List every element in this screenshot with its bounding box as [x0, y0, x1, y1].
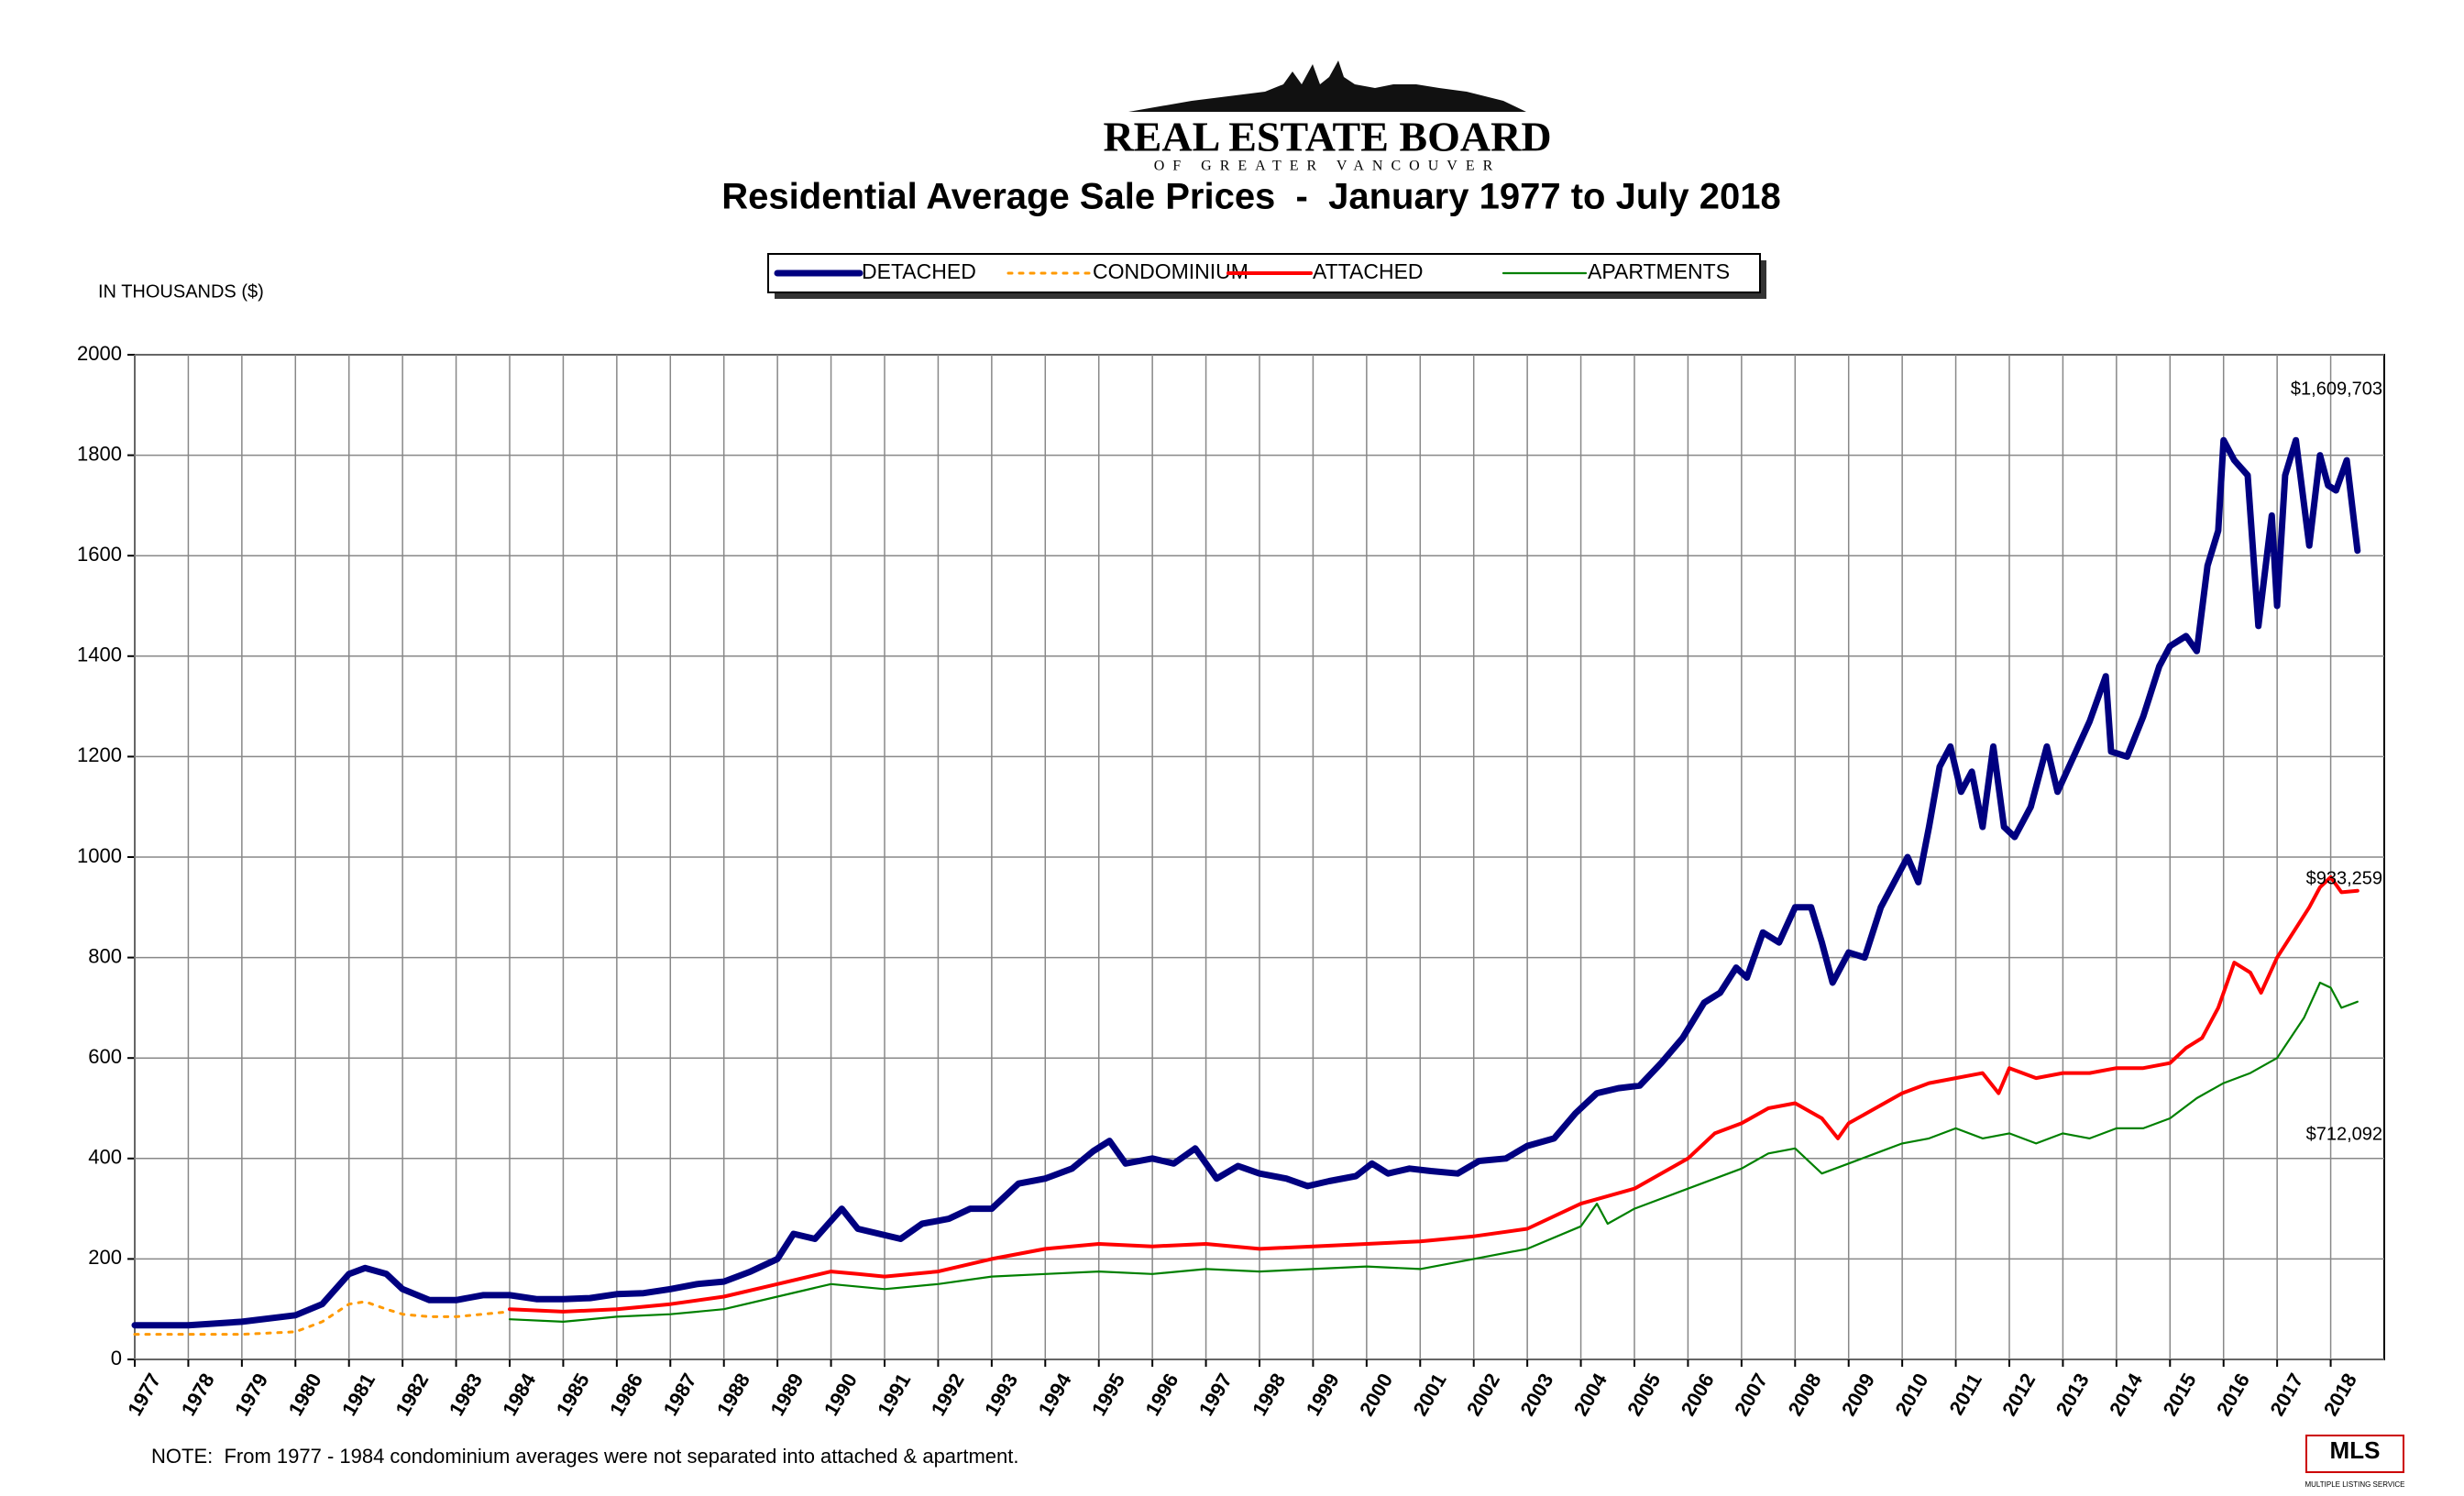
- x-tick-label: 2012: [1997, 1370, 2040, 1420]
- x-tick-label: 2007: [1730, 1370, 1772, 1420]
- y-tick-label: 800: [88, 944, 122, 967]
- x-tick-label: 1993: [980, 1370, 1022, 1420]
- x-tick-label: 1987: [659, 1370, 701, 1420]
- x-tick-label: 1990: [820, 1370, 862, 1420]
- y-tick-label: 1800: [77, 442, 122, 465]
- x-tick-label: 2004: [1569, 1369, 1612, 1420]
- series-line: [508, 981, 2359, 1323]
- x-tick-label: 2008: [1784, 1370, 1826, 1420]
- x-tick-label: 2009: [1837, 1370, 1879, 1420]
- logo-title: REAL ESTATE BOARD: [1103, 114, 1551, 160]
- x-tick-label: 1983: [445, 1370, 487, 1420]
- y-axis-label: IN THOUSANDS ($): [98, 281, 264, 302]
- x-tick-label: 1979: [230, 1370, 272, 1420]
- skyline-logo: [1128, 60, 1526, 112]
- legend-label: DETACHED: [862, 259, 976, 283]
- y-tick-label: 1200: [77, 743, 122, 766]
- annotation: $1,609,703: [2291, 379, 2382, 399]
- logo-subtitle: OF GREATER VANCOUVER: [1154, 159, 1502, 174]
- x-tick-label: 1988: [712, 1370, 754, 1420]
- x-tick-label: 1999: [1302, 1370, 1344, 1420]
- x-tick-label: 2016: [2212, 1370, 2254, 1420]
- x-tick-label: 2000: [1355, 1370, 1397, 1420]
- plot: 0 200 400 600 800 1000 1200 1400 1600 1800 2000 197…: [77, 342, 2385, 1420]
- annotation: $933,259: [2306, 868, 2382, 888]
- y-tick-label: 1000: [77, 844, 122, 867]
- x-tick-label: 2002: [1462, 1370, 1504, 1420]
- chart-title: Residential Average Sale Prices - Januar…: [721, 177, 1780, 217]
- series-line: [508, 874, 2360, 1314]
- x-tick-label: 2015: [2159, 1370, 2201, 1420]
- x-tick-label: 2014: [2105, 1369, 2148, 1420]
- x-tick-label: 1994: [1034, 1369, 1077, 1420]
- x-tick-label: 1986: [605, 1370, 647, 1420]
- x-tick-label: 2003: [1515, 1370, 1557, 1420]
- x-tick-label: 1982: [390, 1370, 433, 1420]
- x-tick-label: 2005: [1622, 1370, 1665, 1420]
- mls-logo-box: [2305, 1435, 2404, 1473]
- x-tick-label: 2017: [2265, 1370, 2307, 1420]
- x-tick-label: 2018: [2319, 1370, 2361, 1420]
- x-tick-label: 1998: [1248, 1370, 1290, 1420]
- x-tick-label: 1978: [177, 1370, 219, 1420]
- y-tick-label: 2000: [77, 342, 122, 365]
- legend-label: APARTMENTS: [1588, 259, 1730, 283]
- y-tick-label: 1600: [77, 543, 122, 566]
- x-tick-label: 1977: [123, 1370, 165, 1420]
- y-tick-label: 0: [111, 1347, 122, 1370]
- mls-logo: MLS: [2330, 1436, 2381, 1464]
- x-tick-label: 2013: [2052, 1370, 2094, 1420]
- x-tick-label: 1995: [1087, 1370, 1129, 1420]
- y-tick-label: 400: [88, 1146, 122, 1169]
- y-tick-label: 200: [88, 1246, 122, 1269]
- series-line: [133, 1300, 512, 1336]
- x-tick-label: 1991: [873, 1370, 915, 1420]
- x-tick-label: 2001: [1409, 1370, 1451, 1420]
- legend-label: ATTACHED: [1313, 259, 1424, 283]
- x-tick-label: 1996: [1140, 1370, 1182, 1420]
- x-tick-label: 1992: [927, 1370, 969, 1420]
- x-tick-label: 1989: [765, 1370, 808, 1420]
- x-tick-label: 1980: [284, 1370, 326, 1420]
- x-tick-label: 1997: [1194, 1370, 1237, 1420]
- x-tick-label: 1981: [337, 1370, 380, 1420]
- annotation: $712,092: [2306, 1124, 2382, 1144]
- legend-label: CONDOMINIUM: [1093, 259, 1248, 283]
- x-tick-label: 2011: [1944, 1370, 1986, 1419]
- x-tick-label: 1985: [552, 1370, 594, 1420]
- y-tick-label: 600: [88, 1045, 122, 1068]
- series-line: [131, 436, 2361, 1329]
- x-tick-label: 2010: [1890, 1370, 1932, 1420]
- x-tick-label: 1984: [498, 1369, 541, 1420]
- mls-caption: MULTIPLE LISTING SERVICE: [2304, 1480, 2404, 1489]
- note: NOTE: From 1977 - 1984 condominium avera…: [151, 1445, 1019, 1468]
- y-tick-label: 1400: [77, 644, 122, 666]
- x-tick-label: 2006: [1677, 1370, 1719, 1420]
- legend: DETACHED CONDOMINIUM ATTACHED APARTMENTS: [774, 259, 1730, 283]
